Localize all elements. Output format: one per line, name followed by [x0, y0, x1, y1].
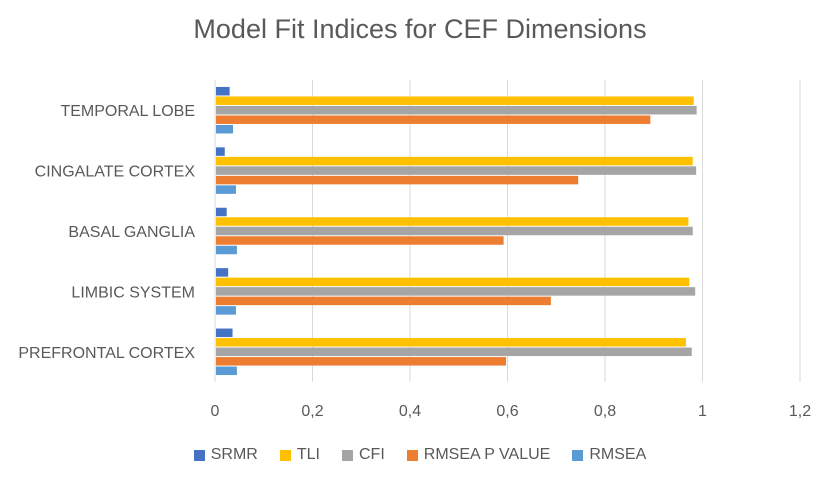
x-tick-label: 0,2: [301, 403, 323, 420]
category-label: CINGALATE CORTEX: [35, 164, 196, 181]
category-label: BASAL GANGLIA: [68, 224, 195, 241]
legend-item: CFI: [341, 446, 385, 464]
legend-label: TLI: [296, 446, 320, 463]
legend-swatch: [341, 449, 353, 461]
bar-tli: [216, 96, 694, 105]
bar-cfi: [216, 347, 692, 357]
bar-srmr: [216, 207, 227, 217]
legend-swatch: [279, 449, 291, 461]
legend-item: SRMR: [193, 446, 258, 464]
legend-swatch: [406, 449, 418, 461]
bar-cfi: [216, 105, 697, 115]
category-label: LIMBIC SYSTEM: [71, 284, 195, 301]
bar-srmr: [216, 147, 225, 156]
legend-label: RMSEA: [589, 446, 647, 463]
legend: SRMR TLI CFI RMSEA P VALUE RMSEA: [0, 446, 840, 464]
bar-rmsea-p-value: [216, 175, 579, 185]
legend-swatch: [193, 449, 205, 461]
bar-tli: [216, 277, 690, 287]
bar-rmsea-p-value: [216, 115, 651, 124]
legend-label: RMSEA P VALUE: [423, 446, 551, 463]
bar-tli: [216, 338, 686, 347]
bar-cfi: [216, 287, 696, 296]
x-tick-label: 0,8: [594, 403, 616, 420]
x-tick-label: 0,6: [496, 403, 518, 420]
x-tick-label: 0: [211, 403, 220, 420]
legend-item: TLI: [279, 446, 320, 464]
chart-title: Model Fit Indices for CEF Dimensions: [193, 14, 647, 44]
legend-item: RMSEA: [572, 446, 646, 464]
legend-item: RMSEA P VALUE: [406, 446, 551, 464]
legend-swatch: [572, 449, 584, 461]
bar-rmsea: [216, 124, 234, 134]
bar-rmsea: [216, 366, 237, 376]
legend-label: CFI: [358, 446, 385, 463]
x-tick-label: 1,2: [789, 403, 811, 420]
bar-cfi: [216, 226, 693, 236]
category-label: PREFRONTAL CORTEX: [18, 345, 195, 362]
bar-rmsea-p-value: [216, 236, 504, 245]
bar-cfi: [216, 166, 697, 175]
bar-srmr: [216, 86, 230, 96]
bar-rmsea-p-value: [216, 296, 551, 306]
category-label: TEMPORAL LOBE: [60, 103, 195, 120]
x-tick-label: 1: [698, 403, 707, 420]
bar-srmr: [216, 328, 233, 338]
bar-rmsea-p-value: [216, 357, 507, 366]
bar-rmsea: [216, 306, 236, 315]
bar-rmsea: [216, 185, 236, 194]
x-tick-label: 0,4: [399, 403, 421, 420]
bar-rmsea: [216, 245, 237, 255]
bar-tli: [216, 217, 689, 226]
bar-tli: [216, 156, 693, 166]
legend-label: SRMR: [210, 446, 258, 463]
bar-srmr: [216, 268, 229, 277]
